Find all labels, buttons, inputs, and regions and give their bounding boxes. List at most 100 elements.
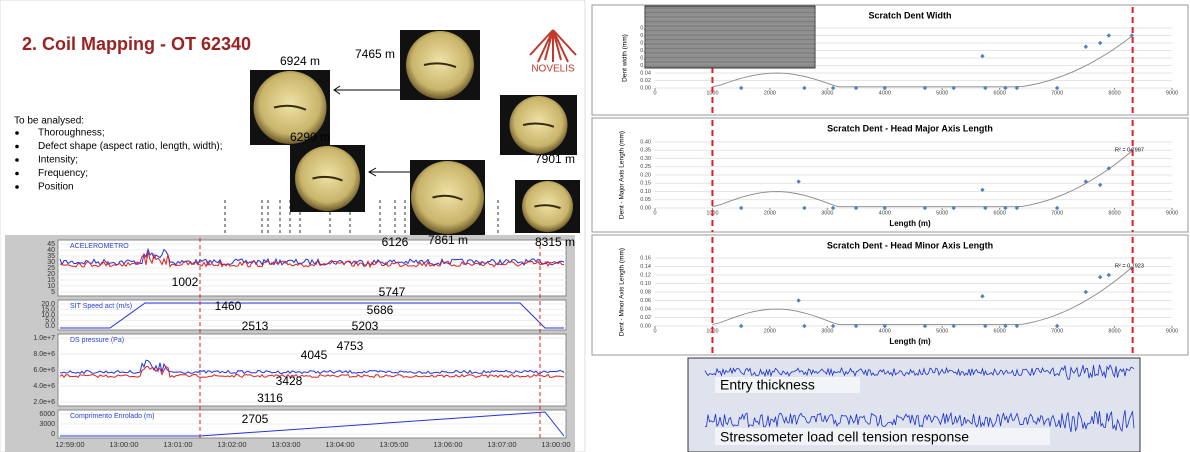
x-tick-label: 6000 [994, 210, 1006, 216]
trend-legend: ACELEROMETRO [70, 243, 129, 250]
y-axis-label: Dent - Minor Axis Length (mm) [619, 248, 626, 336]
trend-x-tick: 13:00:00 [541, 440, 570, 449]
bullet-dot [15, 145, 19, 149]
signal-label: Entry thickness [720, 377, 815, 393]
x-axis-label: Length (m) [889, 219, 931, 228]
x-tick-label: 5000 [936, 90, 948, 96]
y-tick-label: 0.12 [640, 272, 651, 278]
fit-annotation: R² = 0.7923 [1115, 263, 1144, 269]
bullet-dot [15, 172, 19, 176]
trend-annotation: 5203 [352, 319, 379, 333]
trend-y-tick: 6000 [39, 411, 55, 418]
trend-x-tick: 13:01:00 [163, 440, 192, 449]
trend-annotation: 4753 [337, 339, 364, 353]
x-tick-label: 8000 [1108, 328, 1120, 334]
trend-x-tick: 13:00:00 [109, 440, 138, 449]
y-tick-label: 0.04 [640, 306, 651, 312]
trend-legend: Comprimento Enrolado (m) [70, 413, 154, 420]
signal-label: Stressometer load cell tension response [720, 429, 969, 445]
trend-annotation: 4045 [301, 348, 328, 362]
x-tick-label: 9000 [1166, 210, 1178, 216]
y-tick-label: 0.00 [640, 205, 651, 211]
x-tick-label: 8000 [1108, 90, 1120, 96]
chart-title: Scratch Dent - Head Major Axis Length [827, 123, 993, 133]
x-tick-label: 8000 [1108, 210, 1120, 216]
trend-annotation: 2705 [242, 412, 269, 426]
x-tick-label: 0 [653, 328, 656, 334]
y-tick-label: 0.20 [640, 172, 651, 178]
x-tick-label: 2000 [764, 90, 776, 96]
x-tick-label: 3000 [821, 328, 833, 334]
trend-x-tick: 13:07:00 [487, 440, 516, 449]
x-axis-label: Length (m) [889, 337, 931, 346]
y-tick-label: 0.30 [640, 156, 651, 162]
x-tick-label: 0 [653, 210, 656, 216]
photo-label: 6290 m [290, 130, 330, 144]
x-tick-label: 7000 [1051, 210, 1063, 216]
analysis-heading: To be analysed: [14, 116, 84, 127]
trend-annotation: 3116 [257, 391, 283, 405]
trend-annotation: 1460 [215, 299, 242, 313]
trend-legend: DS pressure (Pa) [70, 337, 124, 344]
trend-annotation: 5747 [379, 285, 406, 299]
y-tick-label: 0.25 [640, 164, 651, 170]
photo-lens [510, 96, 568, 154]
analysis-item: Position [38, 182, 74, 193]
x-tick-label: 7000 [1051, 328, 1063, 334]
x-tick-label: 2000 [764, 328, 776, 334]
x-tick-label: 0 [653, 90, 656, 96]
x-tick-label: 9000 [1166, 90, 1178, 96]
x-tick-label: 4000 [879, 90, 891, 96]
analysis-item: Thoroughness; [38, 128, 105, 139]
trend-annotation: 6126 [382, 235, 409, 249]
slide-title: 2. Coil Mapping - OT 62340 [22, 34, 251, 54]
y-tick-label: 0.08 [640, 289, 651, 295]
y-tick-label: 0.05 [640, 197, 651, 203]
x-tick-label: 9000 [1166, 328, 1178, 334]
x-tick-label: 3000 [821, 210, 833, 216]
y-tick-label: 0.10 [640, 189, 651, 195]
x-tick-label: 5000 [936, 210, 948, 216]
trend-y-tick: 3000 [39, 421, 55, 428]
y-tick-label: 0.40 [640, 139, 651, 145]
y-tick-label: 0.04 [640, 70, 651, 76]
x-tick-label: 6000 [994, 328, 1006, 334]
trend-x-tick: 13:06:00 [433, 440, 462, 449]
bullet-dot [15, 131, 19, 135]
y-tick-label: 0.35 [640, 148, 651, 154]
bullet-dot [15, 158, 19, 162]
photo-label: 7901 m [535, 152, 575, 166]
analysis-item: Frequency; [38, 168, 88, 179]
trend-y-tick: 2.0e+6 [33, 399, 55, 406]
chart-title: Scratch Dent Width [869, 10, 952, 20]
trend-annotation: 3428 [276, 374, 303, 388]
y-tick-label: 0.00 [640, 85, 651, 91]
y-axis-label: Dent width (mm) [622, 34, 629, 82]
page: 2. Coil Mapping - OT 62340 NOVELIS To be… [0, 0, 1190, 452]
analysis-item: Intensity; [38, 155, 78, 166]
y-tick-label: 0.02 [640, 315, 651, 321]
y-axis-label: Dent - Major Axis Length (mm) [619, 131, 626, 219]
trend-annotation: 2513 [242, 319, 269, 333]
analysis-item: Defect shape (aspect ratio, length, widt… [38, 141, 223, 152]
trend-x-tick: 13:04:00 [325, 440, 354, 449]
y-tick-label: 0.10 [640, 281, 651, 287]
trend-y-tick: 6.0e+6 [33, 367, 55, 374]
photo-label: 7465 m [355, 47, 395, 61]
photo-label: 8315 m [535, 235, 575, 249]
trend-y-tick: 1.0e+7 [33, 335, 55, 342]
photo-lens [406, 31, 474, 99]
trend-y-tick: 0.0 [45, 323, 55, 330]
photo-lens [295, 146, 360, 211]
y-tick-label: 0.00 [640, 323, 651, 329]
y-tick-label: 0.16 [640, 255, 651, 261]
trend-y-tick: 0 [51, 431, 55, 438]
x-tick-label: 3000 [821, 90, 833, 96]
trend-x-tick: 13:03:00 [271, 440, 300, 449]
y-tick-label: 0.06 [640, 298, 651, 304]
y-tick-label: 0.02 [640, 78, 651, 84]
x-tick-label: 7000 [1051, 90, 1063, 96]
x-tick-label: 4000 [879, 210, 891, 216]
trend-x-tick: 13:05:00 [379, 440, 408, 449]
trend-annotation: 5686 [367, 303, 394, 317]
